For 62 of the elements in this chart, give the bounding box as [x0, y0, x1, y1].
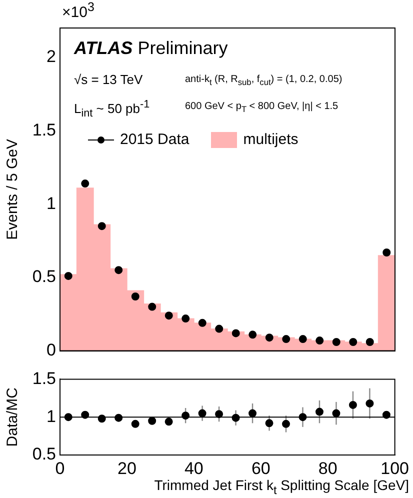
y-tick-label: 2 [46, 47, 56, 66]
annotation: anti-k$_{t}$ (R, R$_{sub}$, f$_{cut}$) = (1, 0.2, 0.05) [185, 74, 342, 87]
y-tick-label: 1.5 [32, 368, 56, 388]
point [114, 266, 123, 274]
point [382, 248, 391, 256]
y-tick-label: 0.5 [32, 267, 56, 286]
point [114, 414, 123, 422]
point [98, 414, 106, 423]
point [316, 336, 324, 345]
point [232, 414, 240, 422]
y-tick-label: 0.5 [32, 444, 56, 464]
x-tick-label: 20 [118, 458, 136, 478]
legend-label: multijets [243, 131, 298, 148]
point [265, 419, 274, 428]
point [131, 420, 140, 428]
annotation: 600 GeV < p$_{T}$ < 800 GeV, |η| < 1.5 [185, 101, 338, 114]
point [164, 312, 173, 320]
point [98, 222, 106, 230]
x-tick-label: 80 [318, 458, 338, 478]
x-tick-label: 100 [380, 458, 410, 478]
y-tick-label: 0 [46, 340, 56, 360]
legend-label: 2015 Data [120, 131, 190, 148]
point [248, 330, 257, 339]
point [164, 418, 173, 426]
point [366, 399, 374, 408]
x-tick-label: 40 [184, 458, 204, 478]
point [332, 409, 340, 418]
point [282, 420, 290, 428]
point [198, 409, 206, 418]
point [282, 335, 290, 344]
point [64, 413, 72, 422]
point [248, 409, 257, 418]
point [81, 180, 90, 188]
point [148, 302, 156, 311]
y-axis-title: Data/MC [4, 387, 22, 447]
point [348, 400, 357, 409]
x-tick-label: 60 [251, 458, 270, 478]
point [215, 324, 224, 333]
text: ×10$^{3}$ [62, 0, 94, 21]
point [215, 410, 224, 418]
y-tick-label: 1.5 [32, 120, 56, 140]
point [131, 292, 140, 301]
y-axis-title: Events / 5 GeV [4, 138, 22, 240]
point [182, 412, 190, 420]
annotation: ATLAS Preliminary [74, 38, 228, 58]
annotation: L$_{int}$ ~ 50 pb$^{-1}$ [74, 99, 150, 120]
point [198, 318, 206, 327]
y-tick-label: 1 [46, 406, 56, 426]
point [81, 410, 90, 419]
point [382, 410, 390, 419]
point [298, 335, 307, 344]
annotation: √s = 13 TeV [74, 72, 143, 87]
point [232, 329, 240, 338]
point [366, 338, 374, 346]
x-axis-title: Trimmed Jet First k$_{t}$ Splitting Scale [GeV] [153, 477, 409, 497]
point [315, 408, 324, 416]
point [64, 272, 72, 280]
point [298, 413, 307, 422]
point [148, 416, 156, 425]
point [182, 314, 190, 323]
y-tick-label: 1 [46, 194, 56, 213]
point [265, 334, 274, 342]
